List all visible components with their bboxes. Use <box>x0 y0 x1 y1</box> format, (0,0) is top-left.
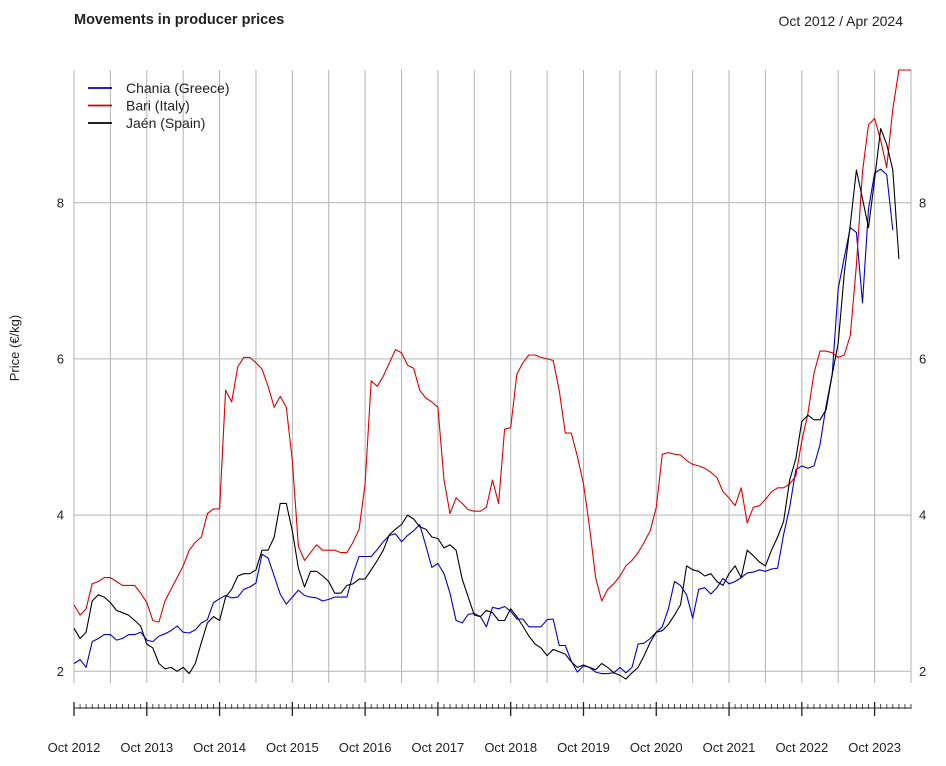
x-tick-label: Oct 2014 <box>193 740 246 755</box>
chart-title: Movements in producer prices <box>74 12 285 28</box>
x-tick-label: Oct 2013 <box>120 740 173 755</box>
x-tick-label: Oct 2023 <box>848 740 901 755</box>
legend-label: Bari (Italy) <box>126 98 190 114</box>
y-tick-label-right: 8 <box>919 195 926 210</box>
x-tick-label: Oct 2019 <box>557 740 610 755</box>
series-line-1 <box>73 69 911 623</box>
y-tick-label-left: 2 <box>57 664 64 679</box>
x-tick-label: Oct 2018 <box>484 740 537 755</box>
y-tick-label-right: 6 <box>919 351 926 366</box>
y-tick-label-left: 4 <box>57 508 64 523</box>
x-tick-label: Oct 2022 <box>775 740 828 755</box>
x-tick-label: Oct 2020 <box>630 740 683 755</box>
series-line-0 <box>73 168 894 675</box>
x-tick-label: Oct 2015 <box>266 740 319 755</box>
grid-lines <box>73 70 912 683</box>
x-tick-label: Oct 2017 <box>412 740 465 755</box>
legend-label: Chania (Greece) <box>126 80 230 96</box>
x-tick-label: Oct 2012 <box>48 740 101 755</box>
x-tick-label: Oct 2016 <box>339 740 392 755</box>
legend-label: Jaén (Spain) <box>126 115 205 131</box>
y-axis-label: Price (€/kg) <box>7 315 22 381</box>
y-tick-label-left: 6 <box>57 351 64 366</box>
y-tick-label-left: 8 <box>57 195 64 210</box>
series-line-2 <box>73 128 900 680</box>
series-lines <box>73 69 911 680</box>
chart-period: Oct 2012 / Apr 2024 <box>778 13 903 29</box>
y-tick-label-right: 4 <box>919 508 926 523</box>
axes: 2 2 4 4 6 6 8 8 Oct 2012 Oct 2013 Oct 2014 Oct 2015… <box>48 195 927 755</box>
x-tick-label: Oct 2021 <box>703 740 756 755</box>
y-tick-label-right: 2 <box>919 664 926 679</box>
legend: Chania (Greece) Bari (Italy)Jaén (Spain) <box>88 80 230 131</box>
